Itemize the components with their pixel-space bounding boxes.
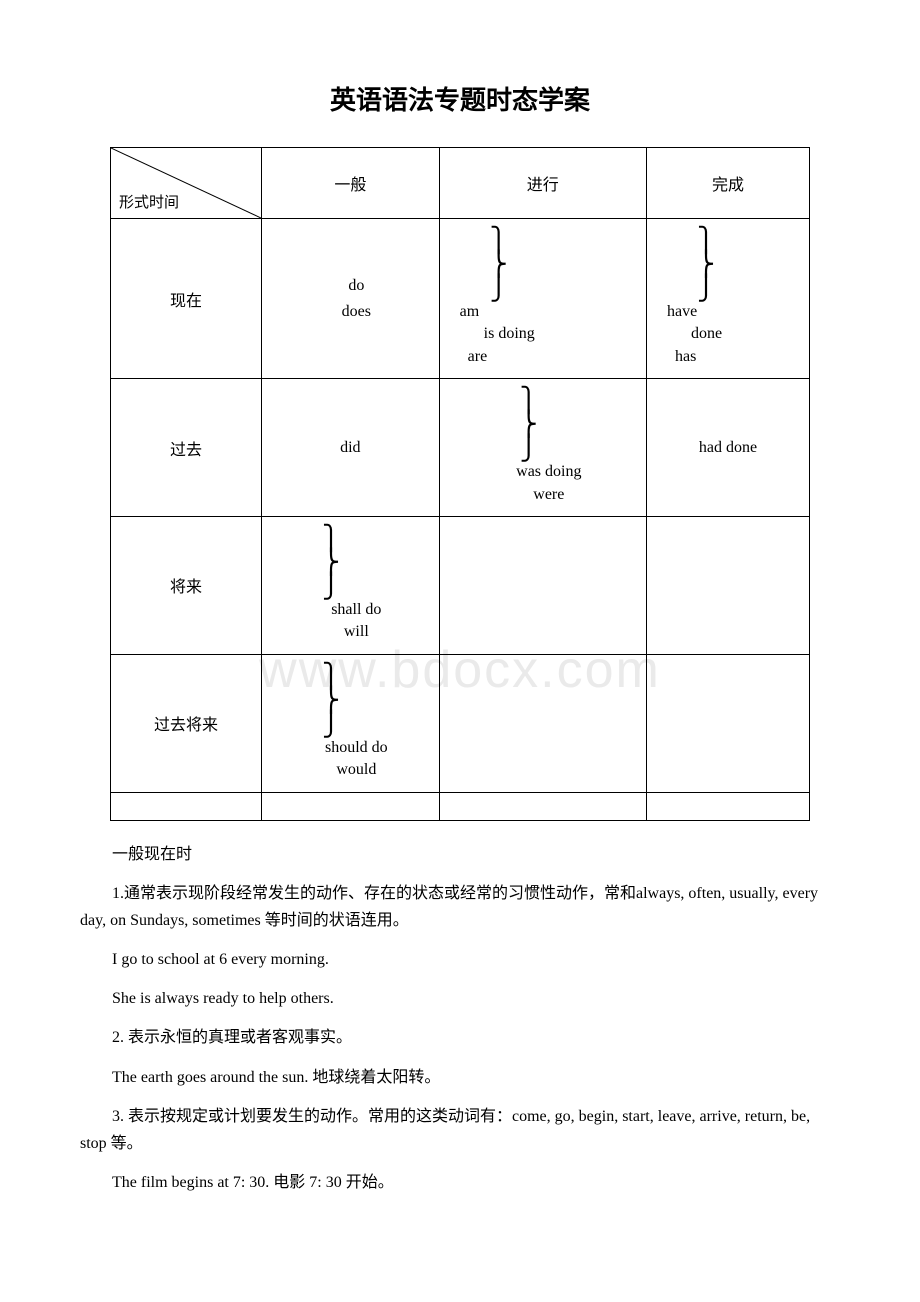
cell-present-progressive: ⎫⎬⎭ am is doing are [439,219,646,379]
cell-present-perfect: ⎫⎬⎭ have done has [646,219,809,379]
corner-label: 形式时间 [119,191,179,212]
row-past: 过去 did ⎫⎬⎭ was doing were had done [111,379,810,517]
cell-empty [439,792,646,820]
brace-icon: ⎫⎬⎭ [322,527,431,599]
cell-empty [646,516,809,654]
text: should do [325,739,388,756]
text: is doing [484,325,535,342]
cell-past-future-general: ⎫⎬⎭ should do would [262,654,440,792]
text: has [675,348,696,365]
paragraph: 2. 表示永恒的真理或者客观事实。 [80,1024,840,1051]
section-heading: 一般现在时 [80,841,840,868]
brace-icon: ⎫⎬⎭ [697,229,801,301]
cell-empty [439,516,646,654]
row-past-future: 过去将来 ⎫⎬⎭ should do would [111,654,810,792]
brace-icon: ⎫⎬⎭ [322,665,431,737]
text: was doing [516,463,581,480]
cell-past-perfect: had done [646,379,809,517]
cell-empty [439,654,646,792]
page-title: 英语语法专题时态学案 [80,80,840,117]
brace-icon: ⎫⎬⎭ [490,229,638,301]
col-header-perfect: 完成 [646,148,809,219]
paragraph: The film begins at 7: 30. 电影 7: 30 开始。 [80,1169,840,1196]
row-label-present: 现在 [111,219,262,379]
cell-future-general: ⎫⎬⎭ shall do will [262,516,440,654]
text: am [460,303,480,320]
text: are [468,348,488,365]
paragraph: 1.通常表示现阶段经常发生的动作、存在的状态或经常的习惯性动作，常和always… [80,880,840,934]
paragraph: 3. 表示按规定或计划要发生的动作。常用的这类动词有：come, go, beg… [80,1103,840,1157]
text: done [691,325,722,342]
row-label-future: 将来 [111,516,262,654]
paragraph: She is always ready to help others. [80,985,840,1012]
text: does [342,303,371,320]
col-header-general: 一般 [262,148,440,219]
cell-past-general: did [262,379,440,517]
row-label-past: 过去 [111,379,262,517]
body-text: 一般现在时 1.通常表示现阶段经常发生的动作、存在的状态或经常的习惯性动作，常和… [80,841,840,1197]
paragraph: The earth goes around the sun. 地球绕着太阳转。 [80,1064,840,1091]
row-label-past-future: 过去将来 [111,654,262,792]
text: have [667,303,697,320]
cell-empty [111,792,262,820]
text: will [344,623,369,640]
row-present: 现在 do does ⎫⎬⎭ am is doing are ⎫⎬⎭ have … [111,219,810,379]
paragraph: I go to school at 6 every morning. [80,946,840,973]
row-future: 将来 ⎫⎬⎭ shall do will [111,516,810,654]
text: do [348,277,364,294]
brace-icon: ⎫⎬⎭ [520,389,638,461]
corner-cell: 形式时间 [111,148,262,219]
text: shall do [331,601,381,618]
cell-empty [262,792,440,820]
cell-present-general: do does [262,219,440,379]
table-header-row: 形式时间 一般 进行 完成 [111,148,810,219]
col-header-progressive: 进行 [439,148,646,219]
text: would [336,761,376,778]
cell-past-progressive: ⎫⎬⎭ was doing were [439,379,646,517]
cell-empty [646,792,809,820]
tense-table: 形式时间 一般 进行 完成 现在 do does ⎫⎬⎭ am is doing… [110,147,810,821]
text: were [533,486,564,503]
row-empty [111,792,810,820]
cell-empty [646,654,809,792]
